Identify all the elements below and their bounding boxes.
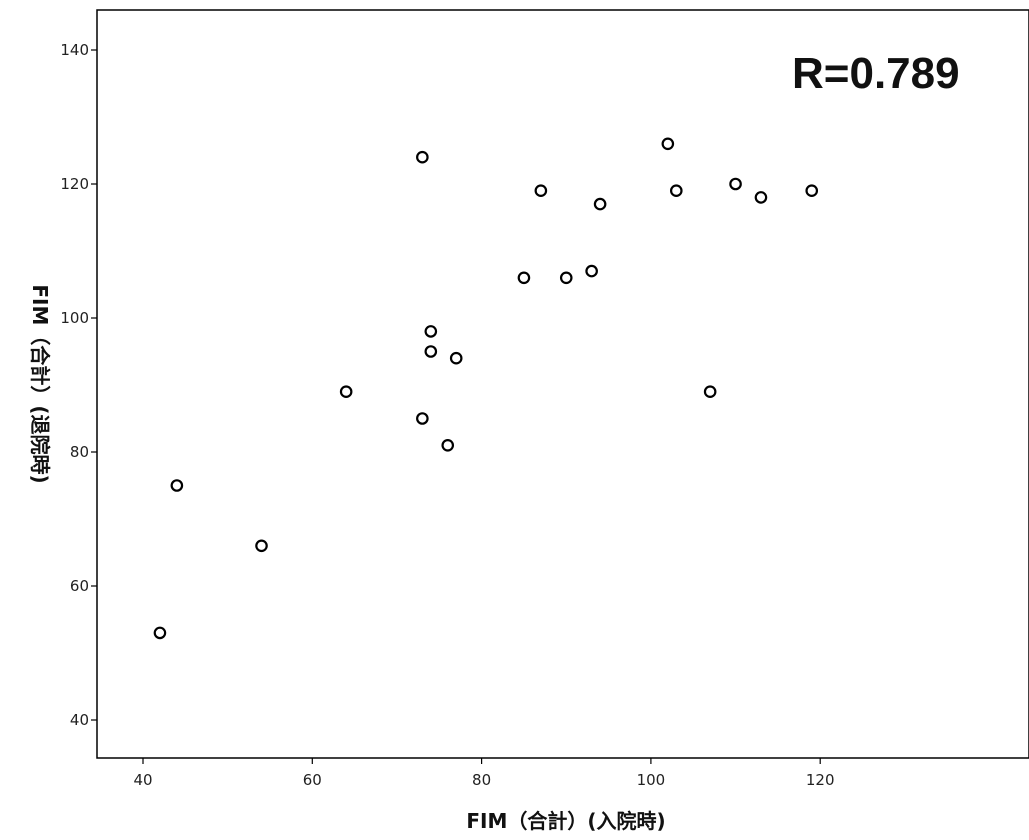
y-axis-title: FIM（合計）(退院時) <box>28 284 52 483</box>
data-point <box>534 184 548 197</box>
x-tick-label: 120 <box>806 771 835 789</box>
data-point <box>661 137 675 151</box>
y-tick-label: 80 <box>70 443 89 461</box>
x-tick-label: 100 <box>637 771 666 789</box>
data-point <box>170 479 184 492</box>
y-tick-label: 100 <box>60 309 89 327</box>
data-point <box>559 271 573 285</box>
data-point <box>416 412 429 425</box>
data-point <box>449 351 463 365</box>
y-tick-label: 40 <box>70 711 89 729</box>
data-point <box>669 184 683 197</box>
data-point <box>517 271 531 285</box>
data-point <box>424 345 438 358</box>
data-point <box>593 197 607 211</box>
x-axis-title: FIM（合計）(入院時) <box>466 809 665 833</box>
x-axis: 40 60 80 100 120 <box>133 758 835 789</box>
x-tick-label: 40 <box>133 771 152 789</box>
data-point <box>729 177 742 191</box>
correlation-annotation: R=0.789 <box>792 49 960 98</box>
data-point <box>339 385 353 398</box>
y-tick-label: 140 <box>60 41 89 59</box>
data-point <box>424 325 438 338</box>
data-points <box>153 137 819 640</box>
data-point <box>754 191 768 204</box>
x-tick-label: 60 <box>303 771 322 789</box>
plot-frame <box>96 9 1029 759</box>
data-point <box>703 385 717 398</box>
y-tick-label: 120 <box>60 175 89 193</box>
data-point <box>416 150 429 164</box>
x-tick-label: 80 <box>472 771 491 789</box>
data-point <box>805 184 819 197</box>
data-point <box>441 438 455 452</box>
data-point <box>153 626 167 640</box>
y-axis: 40 60 80 100 120 140 <box>60 41 97 729</box>
y-tick-label: 60 <box>70 577 89 595</box>
data-point <box>255 539 268 553</box>
data-point <box>585 264 598 278</box>
